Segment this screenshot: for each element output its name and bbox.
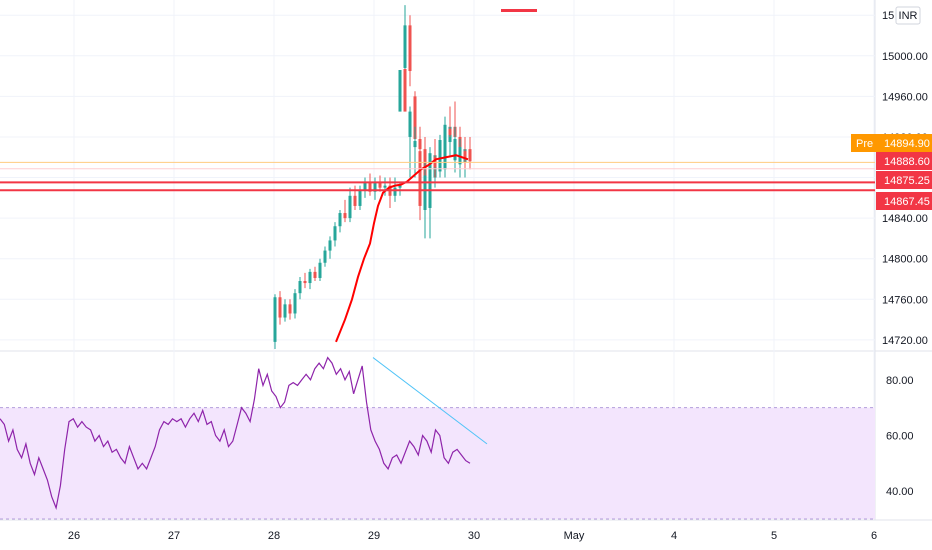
rsi-tick-label: 40.00: [886, 486, 914, 498]
candle-body: [318, 262, 322, 278]
candle-body: [373, 181, 377, 192]
candle-body: [293, 293, 297, 314]
time-axis[interactable]: 26 27 28 29 30 May 4 5 6: [68, 530, 877, 542]
candle-body: [443, 124, 447, 145]
candle-body: [288, 304, 292, 314]
price-levels: [0, 161, 875, 192]
candle-body: [398, 185, 402, 188]
time-tick-label: 5: [771, 530, 777, 542]
rsi-line: [0, 356, 471, 511]
candle-body: [428, 153, 432, 180]
rsi-tick-label: 80.00: [886, 375, 914, 387]
candle-body: [363, 181, 367, 190]
candle-body: [453, 138, 457, 161]
price-tags: 14894.90 14888.60 14875.25 14867.45 Pre: [851, 134, 932, 210]
candle-body: [343, 213, 347, 219]
candle-body: [348, 195, 352, 219]
candle-body: [338, 213, 342, 227]
price-tag: [876, 134, 932, 152]
candle-body: [403, 25, 407, 68]
candle-body: [308, 271, 312, 284]
candle-body: [403, 68, 407, 112]
pre-badge: [851, 134, 876, 152]
moving-average-line: [335, 154, 469, 343]
candle-body: [463, 151, 467, 160]
candle-body: [378, 181, 382, 188]
currency-badge[interactable]: INR: [895, 6, 921, 25]
candle-body: [323, 250, 327, 263]
price-tag: [876, 192, 932, 210]
price-tick-label: 14800.00: [882, 254, 928, 266]
candle-body: [368, 181, 372, 192]
candle-body: [413, 141, 417, 148]
candle-body: [303, 281, 307, 284]
price-tick-label: 15: [882, 10, 894, 22]
candle-body: [273, 297, 277, 342]
time-tick-label: 6: [871, 530, 877, 542]
candle-body: [383, 185, 387, 188]
moving-average: [335, 154, 469, 343]
candle-body: [418, 151, 422, 206]
candle-body: [298, 281, 302, 294]
rsi-pane: [0, 356, 875, 520]
candle-body: [358, 189, 362, 206]
candle-body: [468, 149, 472, 162]
candle-body: [393, 187, 397, 196]
rsi-band: [0, 407, 875, 519]
price-tick-label: 14960.00: [882, 91, 928, 103]
candle-body: [428, 177, 432, 208]
price-tick-label: 14720.00: [882, 335, 928, 347]
time-tick-label: 30: [468, 530, 480, 542]
candle-body: [398, 70, 402, 112]
candle-body: [278, 297, 282, 318]
candle-body: [313, 271, 317, 278]
candle-body: [438, 140, 442, 172]
candle-body: [413, 96, 417, 139]
price-tag-label: 14894.90: [884, 138, 930, 150]
price-tag-label: 14867.45: [884, 196, 930, 208]
time-tick-label: May: [564, 530, 585, 542]
time-tick-label: 29: [368, 530, 380, 542]
candle-body: [408, 25, 412, 72]
rsi-tick-label: 60.00: [886, 431, 914, 443]
time-tick-label: 4: [671, 530, 677, 542]
legend-marker: [501, 9, 537, 12]
price-tag: [876, 171, 932, 189]
price-tick-label: 14760.00: [882, 294, 928, 306]
price-tick-label: 15000.00: [882, 51, 928, 63]
candle-body: [283, 304, 287, 318]
time-tick-label: 26: [68, 530, 80, 542]
candles: [273, 5, 472, 349]
candle-body: [333, 226, 337, 241]
pre-badge-label: Pre: [856, 138, 873, 150]
candle-body: [408, 111, 412, 137]
price-tag-label: 14875.25: [884, 175, 930, 187]
price-tag-label: 14888.60: [884, 156, 930, 168]
rsi-scale[interactable]: 80.00 60.00 40.00: [886, 375, 914, 498]
candle-body: [328, 240, 332, 251]
time-tick-label: 28: [268, 530, 280, 542]
price-tick-label: 14840.00: [882, 213, 928, 225]
candle-body: [448, 128, 452, 135]
candle-body: [353, 195, 357, 206]
currency-label: INR: [899, 10, 918, 22]
price-tag: [876, 152, 932, 170]
candle-body: [423, 175, 427, 210]
time-tick-label: 27: [168, 530, 180, 542]
rsi-trendline[interactable]: [372, 357, 488, 445]
